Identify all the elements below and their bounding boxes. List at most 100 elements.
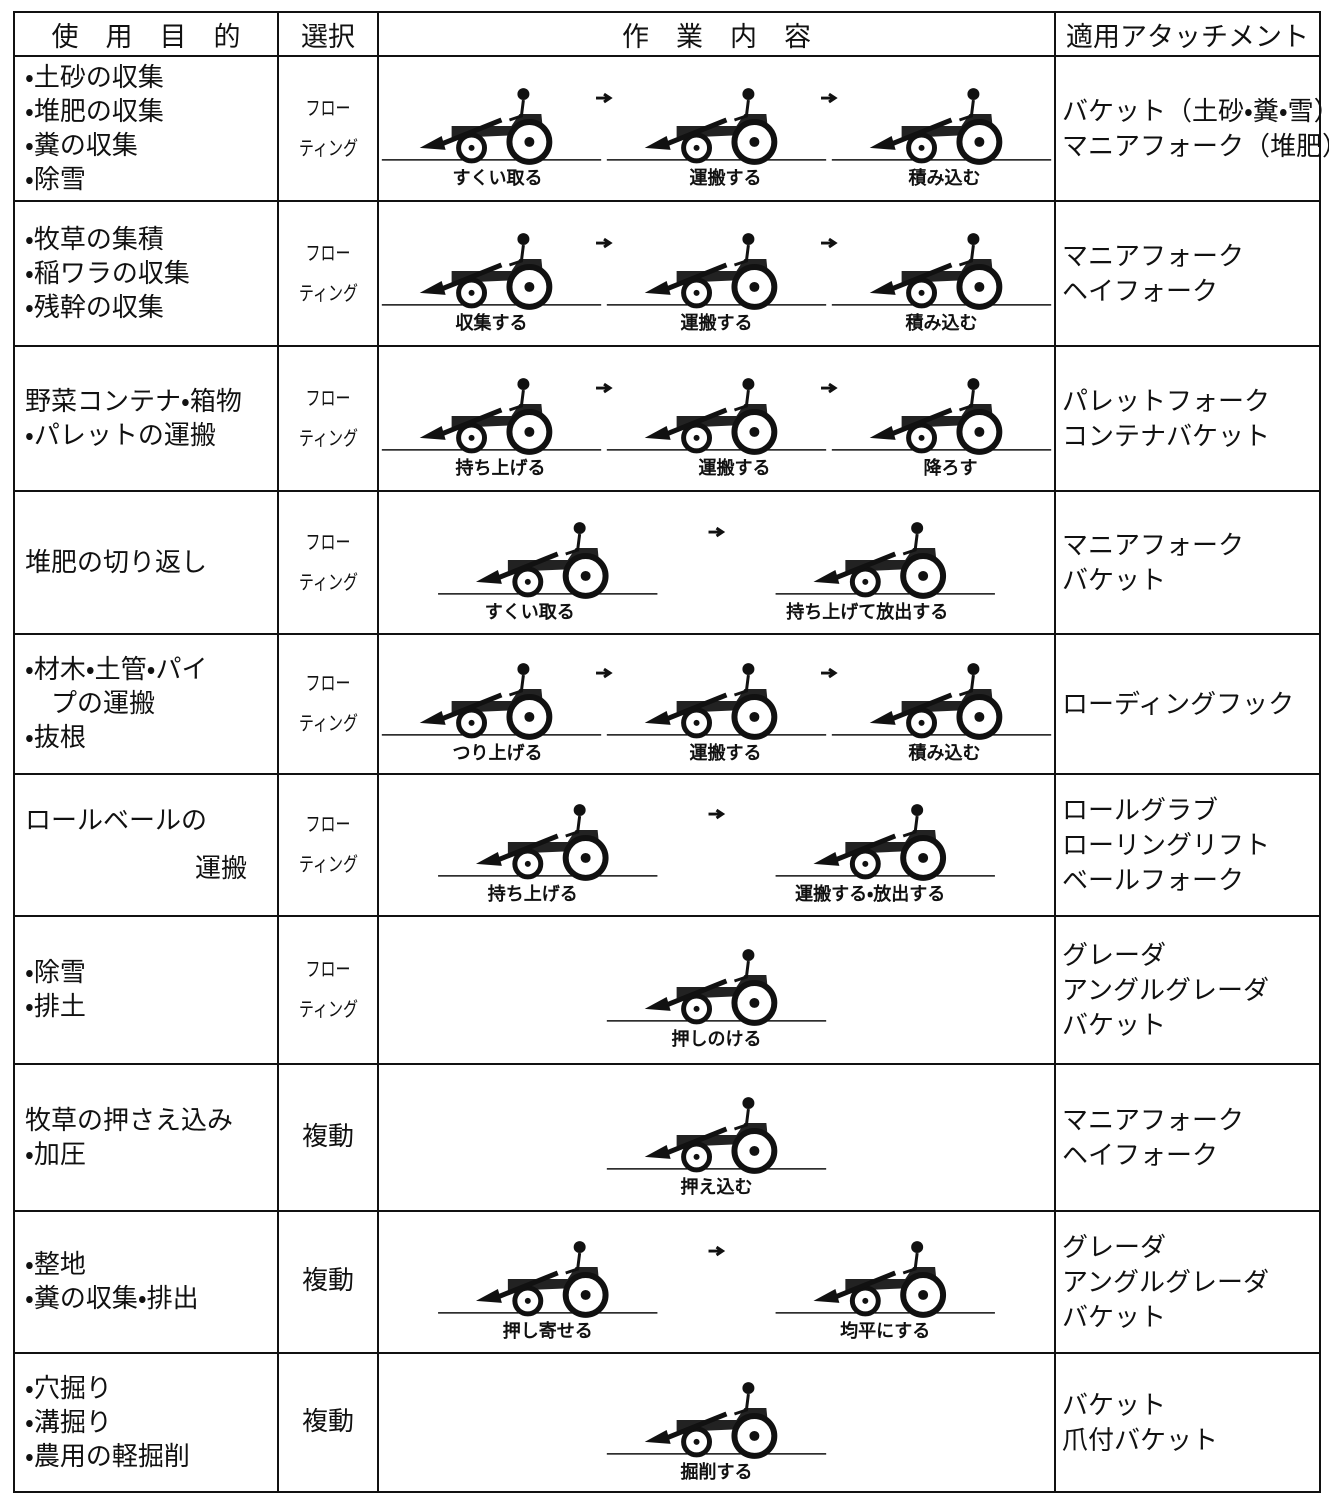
front-hub	[918, 289, 925, 296]
work-caption: 運搬する	[689, 743, 762, 764]
bucket	[475, 851, 502, 866]
loader-arm	[440, 407, 503, 436]
driver-body	[733, 389, 750, 411]
attachment-line: ヘイフォーク	[1062, 276, 1219, 306]
tractor-illustration	[644, 663, 778, 740]
purpose-line: ・穴掘り	[25, 1373, 112, 1403]
tractor-illustration	[475, 804, 609, 881]
rear-hub	[580, 852, 591, 863]
header-row: 使 用 目 的 選択 作 業 内 容 適用アタッチメント	[13, 11, 1321, 57]
attachment-line: バケット（土砂・糞・雪）	[1062, 96, 1329, 126]
selection-text: ティング	[298, 427, 358, 450]
selection-line: ティング	[279, 990, 377, 1030]
selection-text: フロー	[305, 242, 351, 265]
driver-body	[508, 674, 525, 697]
attachment-line: ベールフォーク	[1062, 865, 1245, 895]
work-cell: すくい取る 運搬する 積み込む	[377, 55, 1056, 202]
purpose-line: 運搬	[194, 854, 247, 883]
attachment-cell: マニアフォーク ヘイフォーク	[1054, 200, 1321, 347]
work-caption: つり上げる	[452, 743, 543, 764]
selection-line: ティング	[279, 274, 377, 314]
flow-arrow	[821, 382, 838, 393]
header-cell: 適用アタッチメント	[1054, 11, 1321, 57]
driver-head	[742, 377, 755, 390]
purpose-line: ・除雪	[25, 958, 86, 987]
attachment-cell: ロールグラブ ローリングリフト ベールフォーク	[1054, 773, 1321, 917]
purpose-line: ・牧草の集積	[25, 224, 164, 254]
purpose-cell: ・除雪 ・排土	[13, 915, 279, 1065]
driver-head	[742, 1096, 755, 1109]
selection-line: ティング	[279, 704, 377, 744]
purpose-cell: 野菜コンテナ・箱物 ・パレットの運搬	[13, 345, 279, 492]
purpose-line: 野菜コンテナ・箱物	[25, 386, 242, 416]
flow-arrow	[596, 237, 613, 248]
selection-line: フロー	[279, 89, 377, 129]
driver-body	[508, 389, 525, 411]
table-row: 野菜コンテナ・箱物 ・パレットの運搬 フロー ティング 持ち上げる 運搬する 降ろす パレット…	[13, 345, 1321, 492]
driver-body	[958, 244, 975, 266]
bucket	[644, 1429, 671, 1444]
selection-line: フロー	[279, 523, 377, 563]
selection-cell: フロー ティング	[277, 915, 379, 1065]
driver-head	[573, 1241, 586, 1254]
driver-head	[517, 377, 530, 390]
table-row: ・除雪 ・排土 フロー ティング 押しのける グレーダ アングルグレーダ バケット	[13, 915, 1321, 1065]
loader-arm	[834, 833, 897, 863]
tractor-illustration	[869, 377, 1003, 455]
loader-arm	[440, 262, 503, 291]
selection-text: ティング	[298, 854, 358, 876]
rear-hub	[749, 281, 760, 292]
tractor-illustration	[869, 232, 1003, 310]
loader-arm	[665, 1411, 728, 1440]
table-row: 堆肥の切り返し フロー ティング すくい取る 持ち上げて放出する マニアフォーク バケット	[13, 490, 1321, 635]
purpose-line: ・堆肥の収集	[25, 96, 164, 126]
bucket	[813, 851, 840, 866]
selection-line: 複動	[279, 1402, 377, 1444]
selection-text: ティング	[298, 999, 358, 1021]
selection-text: ティング	[298, 137, 358, 160]
selection-text: ティング	[298, 571, 358, 594]
attachment-line: ヘイフォーク	[1062, 1140, 1219, 1170]
selection-line: ティング	[279, 129, 377, 169]
loader-arm	[834, 551, 897, 580]
driver-head	[573, 521, 586, 534]
work-caption: 収集する	[455, 312, 528, 334]
rear-hub	[749, 997, 760, 1008]
work-illustration	[381, 232, 1052, 310]
rear-hub	[749, 136, 760, 147]
work-caption: 押え込む	[680, 1176, 753, 1198]
work-caption: 運搬する	[698, 457, 771, 479]
attachment-cell: グレーダ アングルグレーダ バケット	[1054, 915, 1321, 1065]
driver-body	[958, 389, 975, 411]
attachment-line: アングルグレーダ	[1062, 975, 1269, 1005]
driver-head	[967, 87, 980, 100]
front-hub	[693, 1438, 700, 1445]
purpose-line: ・パレットの運搬	[25, 420, 216, 450]
selection-cell: フロー ティング	[277, 633, 379, 775]
table-row: ・牧草の集積 ・稲ワラの収集 ・残幹の収集 フロー ティング 収集する 運搬する 積み込む マニ…	[13, 200, 1321, 347]
loader-arm	[890, 407, 953, 436]
bucket	[644, 1144, 671, 1159]
rear-hub	[749, 1145, 760, 1156]
loader-arm	[665, 262, 728, 291]
selection-line: 複動	[279, 1117, 377, 1159]
selection-cell: 複動	[277, 1210, 379, 1354]
table-row: ・材木・土管・パイ プの運搬 ・抜根 フロー ティング つり上げる 運搬する 積み込む ローデ…	[13, 633, 1321, 775]
purpose-line: ・土砂の収集	[25, 62, 164, 92]
attachment-line: バケット	[1062, 565, 1167, 595]
selection-line: ティング	[279, 419, 377, 459]
front-hub	[693, 1153, 700, 1160]
attachment-line: グレーダ	[1062, 940, 1167, 970]
attachment-line: コンテナバケット	[1062, 421, 1271, 451]
flow-arrow	[821, 237, 838, 248]
selection-cell: フロー ティング	[277, 773, 379, 917]
selection-text: ティング	[298, 713, 358, 735]
driver-body	[508, 99, 525, 121]
driver-body	[902, 533, 919, 555]
bucket	[644, 996, 671, 1011]
loader-arm	[440, 692, 503, 722]
driver-body	[733, 99, 750, 121]
purpose-line: 牧草の押さえ込み	[25, 1105, 234, 1135]
purpose-cell: 堆肥の切り返し	[13, 490, 279, 635]
